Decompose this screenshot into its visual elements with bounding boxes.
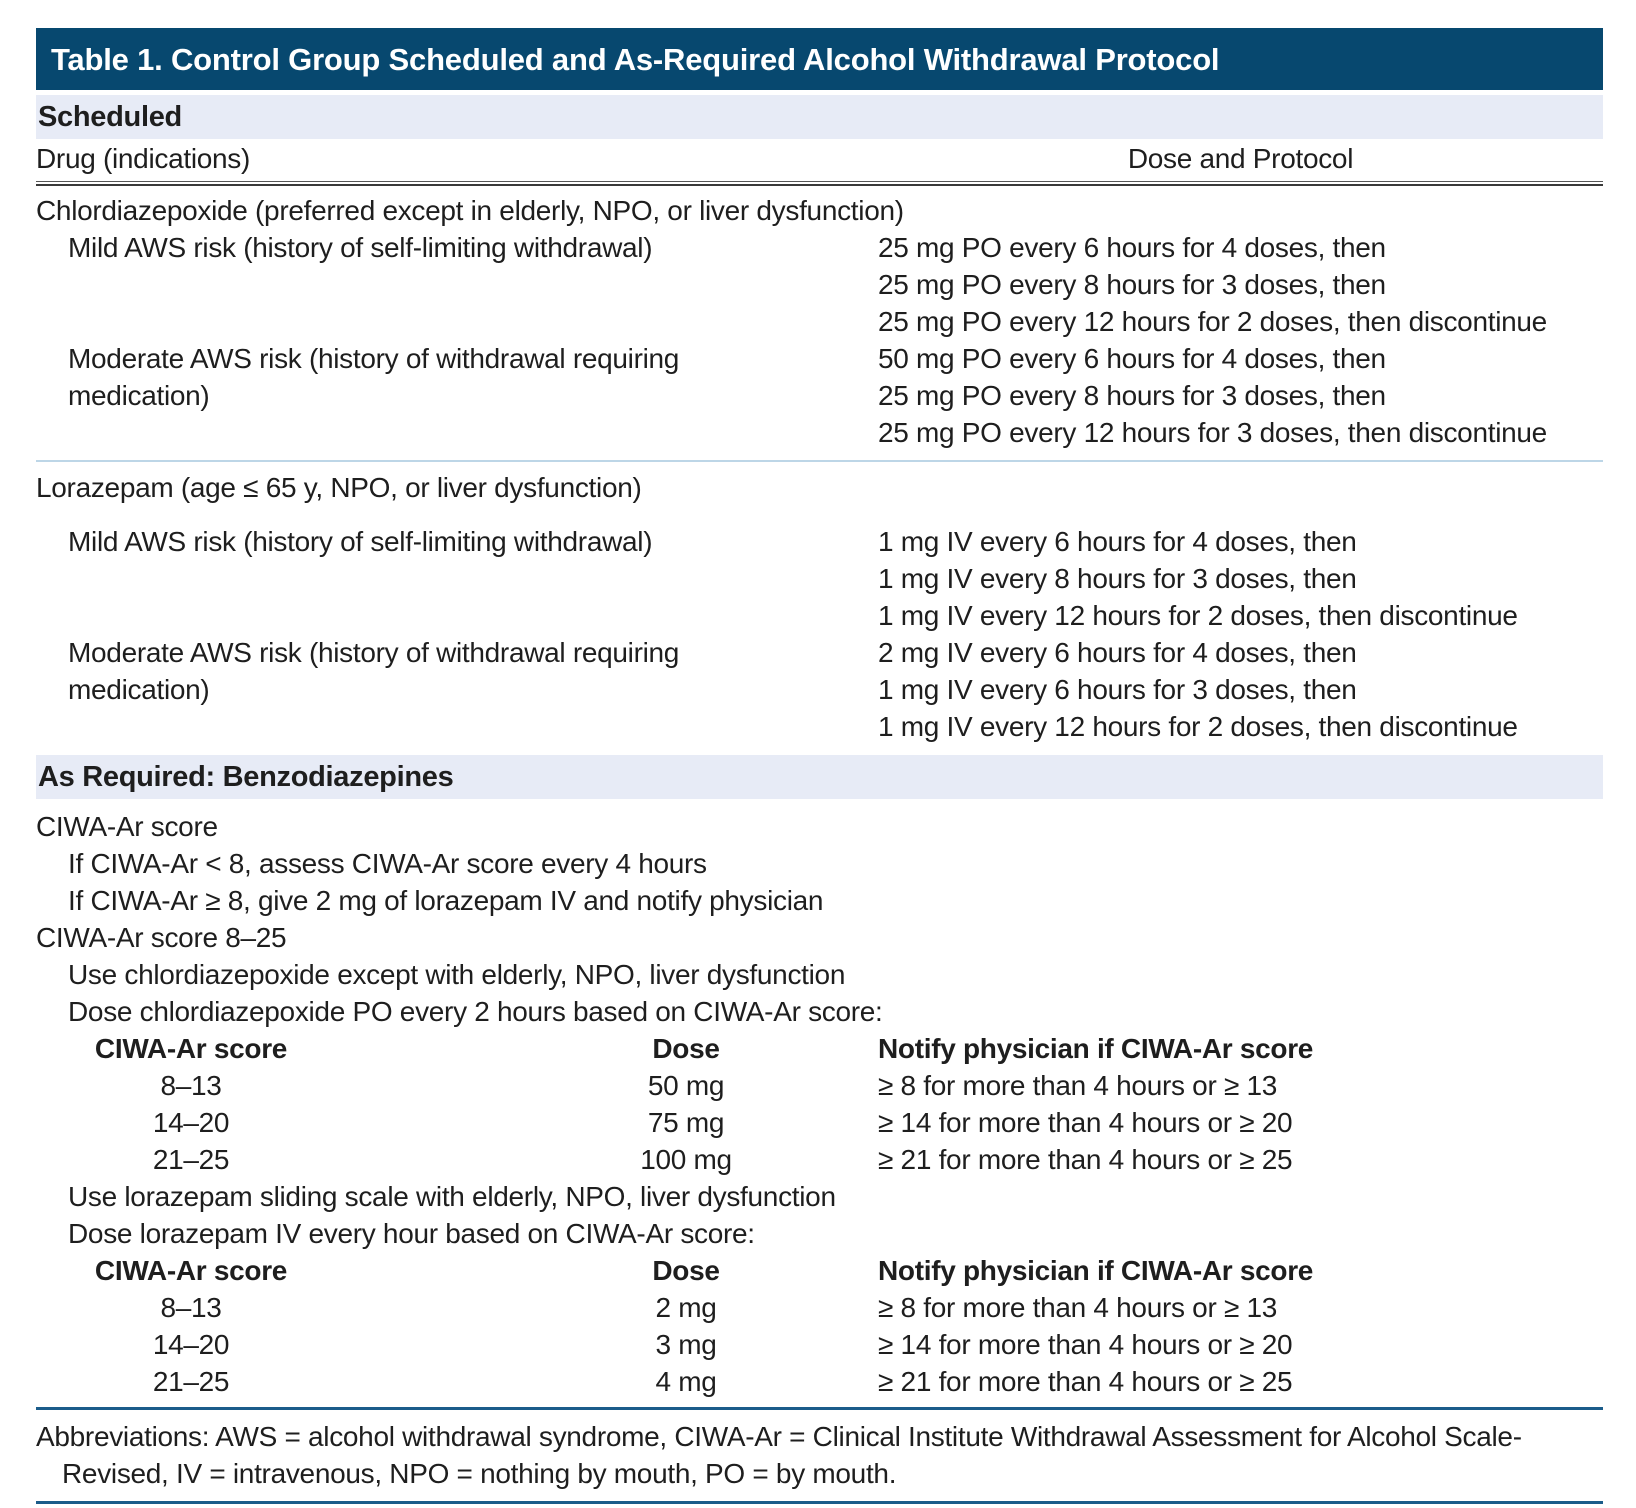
subtable-row: 14–20 75 mg ≥ 14 for more than 4 hours or …: [36, 1104, 1603, 1141]
dose-line: 1 mg IV every 6 hours for 3 doses, then: [878, 674, 1357, 705]
subtable-row: 8–13 2 mg ≥ 8 for more than 4 hours or ≥ 1…: [36, 1289, 1603, 1326]
dose-line: 1 mg IV every 12 hours for 2 doses, then…: [878, 711, 1518, 742]
as-required-body: CIWA-Ar score If CIWA-Ar < 8, assess CIWA…: [36, 808, 1603, 1400]
subtable-row: 8–13 50 mg ≥ 8 for more than 4 hours or ≥ …: [36, 1067, 1603, 1104]
indication-cell: Mild AWS risk (history of self-limiting …: [68, 232, 653, 263]
indication-cell: Moderate AWS risk (history of withdrawal…: [68, 343, 680, 411]
indication-cell: Mild AWS risk (history of self-limiting …: [68, 526, 653, 557]
as-required-line: CIWA-Ar score: [36, 811, 218, 842]
protocol-row: Mild AWS risk (history of self-limiting …: [36, 523, 1603, 634]
as-required-line: Dose chlordiazepoxide PO every 2 hours b…: [68, 996, 883, 1027]
as-required-line: Use lorazepam sliding scale with elderly…: [68, 1181, 836, 1212]
subtable-cell: 21–25: [152, 1366, 230, 1397]
subtable-cell: 75 mg: [647, 1107, 725, 1138]
dose-cell: 50 mg PO every 6 hours for 4 doses, then…: [878, 340, 1603, 451]
dose-line: 50 mg PO every 6 hours for 4 doses, then: [878, 343, 1386, 374]
as-required-line: CIWA-Ar score 8–25: [36, 922, 287, 953]
subtable-cell: ≥ 14 for more than 4 hours or ≥ 20: [878, 1107, 1293, 1138]
dose-cell: 2 mg IV every 6 hours for 4 doses, then 1…: [878, 634, 1603, 745]
indication-cell: Moderate AWS risk (history of withdrawal…: [68, 637, 680, 705]
subtable-cell: 2 mg: [655, 1292, 717, 1323]
scheduled-body: Chlordiazepoxide (preferred except in el…: [36, 192, 1603, 745]
dose-cell: 25 mg PO every 6 hours for 4 doses, then…: [878, 229, 1603, 340]
dose-line: 25 mg PO every 12 hours for 3 doses, the…: [878, 417, 1547, 448]
dose-line: 25 mg PO every 8 hours for 3 doses, then: [878, 269, 1386, 300]
subtable-cell: ≥ 8 for more than 4 hours or ≥ 13: [878, 1070, 1278, 1101]
footer-bottom-rule: [36, 1501, 1603, 1504]
table-title: Table 1. Control Group Scheduled and As-…: [51, 41, 1220, 77]
subtable-header: CIWA-Ar score: [94, 1255, 288, 1286]
column-header-dose: Dose and Protocol: [1127, 143, 1354, 174]
subtable-row: 21–25 4 mg ≥ 21 for more than 4 hours or ≥…: [36, 1363, 1603, 1400]
dose-line: 25 mg PO every 8 hours for 3 doses, then: [878, 380, 1386, 411]
drug-group-rows: Mild AWS risk (history of self-limiting …: [36, 523, 1603, 745]
dose-line: 2 mg IV every 6 hours for 4 doses, then: [878, 637, 1357, 668]
section-band-as-required: As Required: Benzodiazepines: [36, 755, 1603, 799]
header-rule: [36, 181, 1603, 186]
subtable-cell: ≥ 21 for more than 4 hours or ≥ 25: [878, 1366, 1293, 1397]
subtable-header-row: CIWA-Ar score Dose Notify physician if CIW…: [36, 1252, 1603, 1289]
subtable-cell: 50 mg: [647, 1070, 725, 1101]
drug-group-rows: Mild AWS risk (history of self-limiting …: [36, 229, 1603, 451]
subtable-cell: 21–25: [152, 1144, 230, 1175]
subtable-header-row: CIWA-Ar score Dose Notify physician if CIW…: [36, 1030, 1603, 1067]
drug-group: Lorazepam (age ≤ 65 y, NPO, or liver dys…: [36, 469, 1603, 745]
column-header-drug: Drug (indications): [36, 143, 251, 174]
drug-group-header: Chlordiazepoxide (preferred except in el…: [36, 195, 904, 226]
drug-group-header: Lorazepam (age ≤ 65 y, NPO, or liver dys…: [36, 472, 642, 503]
as-required-line: If CIWA-Ar ≥ 8, give 2 mg of lorazepam I…: [68, 885, 824, 916]
protocol-row: Moderate AWS risk (history of withdrawal…: [36, 634, 1603, 745]
subtable-cell: ≥ 21 for more than 4 hours or ≥ 25: [878, 1144, 1293, 1175]
subtable-cell: 14–20: [152, 1107, 230, 1138]
section-label-scheduled: Scheduled: [38, 100, 182, 133]
section-band-scheduled: Scheduled: [36, 95, 1603, 139]
subtable-chlordiazepoxide: CIWA-Ar score Dose Notify physician if CIW…: [36, 1030, 1603, 1178]
as-required-line: If CIWA-Ar < 8, assess CIWA-Ar score eve…: [68, 848, 707, 879]
dose-line: 25 mg PO every 6 hours for 4 doses, then: [878, 232, 1386, 263]
subtable-header: CIWA-Ar score: [94, 1033, 288, 1064]
section-label-as-required: As Required: Benzodiazepines: [38, 760, 454, 793]
subtable-cell: 4 mg: [655, 1366, 717, 1397]
dose-line: 1 mg IV every 6 hours for 4 doses, then: [878, 526, 1357, 557]
subtable-cell: 14–20: [152, 1329, 230, 1360]
subtable-cell: 100 mg: [640, 1144, 732, 1175]
subtable-cell: 8–13: [160, 1070, 222, 1101]
dose-line: 1 mg IV every 12 hours for 2 doses, then…: [878, 600, 1518, 631]
group-divider: [36, 460, 1603, 462]
subtable-header: Dose: [652, 1255, 720, 1286]
column-header-row: Drug (indications) Dose and Protocol: [36, 139, 1603, 181]
as-required-line: Use chlordiazepoxide except with elderly…: [68, 959, 846, 990]
subtable-header: Notify physician if CIWA-Ar score: [878, 1255, 1314, 1286]
footer-top-rule: [36, 1407, 1603, 1410]
subtable-row: 14–20 3 mg ≥ 14 for more than 4 hours or ≥…: [36, 1326, 1603, 1363]
subtable-lorazepam: CIWA-Ar score Dose Notify physician if CIW…: [36, 1252, 1603, 1400]
drug-group: Chlordiazepoxide (preferred except in el…: [36, 192, 1603, 451]
table-content: Table 1. Control Group Scheduled and As-…: [36, 28, 1603, 1504]
as-required-line: Dose lorazepam IV every hour based on CI…: [68, 1218, 755, 1249]
dose-line: 1 mg IV every 8 hours for 3 doses, then: [878, 563, 1357, 594]
subtable-header: Notify physician if CIWA-Ar score: [878, 1033, 1314, 1064]
table-title-bar: Table 1. Control Group Scheduled and As-…: [36, 28, 1603, 90]
protocol-row: Mild AWS risk (history of self-limiting …: [36, 229, 1603, 340]
subtable-cell: ≥ 14 for more than 4 hours or ≥ 20: [878, 1329, 1293, 1360]
subtable-header: Dose: [652, 1033, 720, 1064]
subtable-row: 21–25 100 mg ≥ 21 for more than 4 hours or…: [36, 1141, 1603, 1178]
subtable-cell: 8–13: [160, 1292, 222, 1323]
subtable-cell: 3 mg: [655, 1329, 717, 1360]
protocol-row: Moderate AWS risk (history of withdrawal…: [36, 340, 1603, 451]
dose-line: 25 mg PO every 12 hours for 2 doses, the…: [878, 306, 1547, 337]
abbreviations-note: Abbreviations: AWS = alcohol withdrawal …: [36, 1421, 1522, 1489]
dose-cell: 1 mg IV every 6 hours for 4 doses, then 1…: [878, 523, 1603, 634]
subtable-cell: ≥ 8 for more than 4 hours or ≥ 13: [878, 1292, 1278, 1323]
